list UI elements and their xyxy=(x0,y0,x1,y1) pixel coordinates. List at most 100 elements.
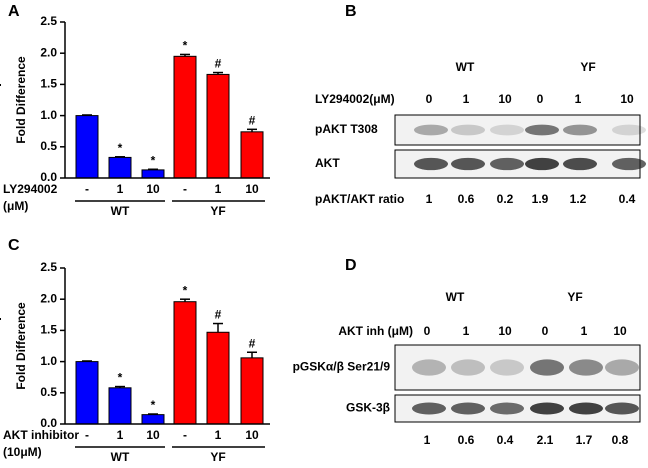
bar xyxy=(75,361,99,425)
lane-label: 1 xyxy=(581,324,588,338)
bar xyxy=(108,156,132,179)
lane-label: 1 xyxy=(463,324,470,338)
ratio-value: 1 xyxy=(426,192,433,206)
treatment-label: LY294002(μM) xyxy=(315,92,395,106)
blot-band xyxy=(605,402,639,415)
lane-label: 1 xyxy=(463,92,470,106)
significance-mark: * xyxy=(183,283,188,297)
panel-label: B xyxy=(345,3,357,20)
blot-band xyxy=(569,402,603,415)
x-tick-label: 10 xyxy=(245,182,259,196)
blot-band xyxy=(490,124,524,136)
group-label: WT xyxy=(111,204,130,218)
panel-label: D xyxy=(345,257,357,274)
x-tick-label: 1 xyxy=(215,428,222,442)
y-tick-label: 0.0 xyxy=(40,416,57,430)
y-tick-label: 2.0 xyxy=(40,291,57,305)
group-label: WT xyxy=(456,60,475,74)
blot-row-label: pGSKα/β Ser21/9 xyxy=(293,360,391,374)
significance-mark: * xyxy=(118,141,123,155)
y-tick-label: 0.5 xyxy=(40,385,57,399)
lane-label: 10 xyxy=(498,92,512,106)
lane-label: 0 xyxy=(537,92,544,106)
group-label: YF xyxy=(580,60,595,74)
panel-label: A xyxy=(8,3,20,20)
lane-label: 1 xyxy=(575,92,582,106)
blot-frame xyxy=(394,114,641,146)
lane-label: 0 xyxy=(542,324,549,338)
y-tick-label: 2.0 xyxy=(40,45,57,59)
x-tick-label: - xyxy=(85,428,89,442)
bar xyxy=(108,387,132,425)
y-tick-label: 2.5 xyxy=(40,14,57,28)
ratio-value: 0.2 xyxy=(497,192,514,206)
ratio-value: 0.4 xyxy=(619,192,636,206)
treatment-label: LY294002 xyxy=(3,182,58,196)
blot-band xyxy=(451,359,485,376)
treatment-label: AKT inhibitor xyxy=(3,428,79,442)
ratio-value: 0.6 xyxy=(458,433,475,447)
blot-band xyxy=(412,359,446,376)
ratio-value: 1.7 xyxy=(576,433,593,447)
group-label: WT xyxy=(111,450,130,464)
ratio-value: 0.4 xyxy=(497,433,514,447)
bar xyxy=(141,414,165,425)
blot-band xyxy=(530,359,564,376)
blot-band xyxy=(525,157,559,171)
treatment-label: (μM) xyxy=(3,199,28,213)
bar xyxy=(141,169,165,179)
ratio-value: 2.1 xyxy=(537,433,554,447)
significance-mark: # xyxy=(215,57,222,71)
blot-band xyxy=(451,124,485,136)
group-label: WT xyxy=(446,290,465,304)
x-tick-label: 10 xyxy=(245,428,259,442)
significance-mark: * xyxy=(183,39,188,53)
bar xyxy=(173,301,197,425)
significance-mark: # xyxy=(249,113,256,127)
blot-band xyxy=(525,124,559,136)
blot-band xyxy=(414,157,448,171)
significance-mark: # xyxy=(249,336,256,350)
bar xyxy=(240,131,264,179)
lane-label: 10 xyxy=(613,324,627,338)
y-axis-title: Fold Difference xyxy=(14,302,28,390)
y-tick-label: 0.0 xyxy=(40,170,57,184)
y-axis-title: Fold Difference xyxy=(14,56,28,144)
treatment-label: AKT inh (μM) xyxy=(338,324,413,338)
panel-label: C xyxy=(8,237,20,254)
blot-band xyxy=(451,402,485,415)
blot-band xyxy=(490,157,524,171)
lane-label: 10 xyxy=(620,92,634,106)
blot-band xyxy=(612,157,646,171)
lane-label: 0 xyxy=(426,92,433,106)
y-tick-label: 1.0 xyxy=(40,354,57,368)
ratio-value: 1.2 xyxy=(570,192,587,206)
blot-row-label: GSK-3β xyxy=(346,401,390,415)
x-tick-label: 10 xyxy=(146,428,160,442)
ratio-value: 1.9 xyxy=(532,192,549,206)
group-label: YF xyxy=(210,450,225,464)
y-tick-label: 1.5 xyxy=(40,77,57,91)
group-label: YF xyxy=(567,290,582,304)
x-tick-label: 10 xyxy=(146,182,160,196)
ratio-label: pAKT/AKT ratio xyxy=(315,192,404,206)
x-tick-label: - xyxy=(183,182,187,196)
blot-band xyxy=(563,157,597,171)
blot-row-label: AKT xyxy=(315,156,340,170)
blot-band xyxy=(530,402,564,415)
ratio-value: 1 xyxy=(424,433,431,447)
bar xyxy=(75,115,99,179)
x-tick-label: - xyxy=(85,182,89,196)
bar xyxy=(240,357,264,425)
blot-band xyxy=(563,124,597,136)
blot-band xyxy=(569,359,603,376)
y-tick-label: 2.5 xyxy=(40,260,57,274)
y-tick-label: 0.5 xyxy=(40,139,57,153)
y-tick-label: 1.5 xyxy=(40,323,57,337)
blot-band xyxy=(451,157,485,171)
significance-mark: * xyxy=(151,398,156,412)
x-tick-label: 1 xyxy=(215,182,222,196)
bar xyxy=(206,73,230,179)
significance-mark: * xyxy=(151,153,156,167)
